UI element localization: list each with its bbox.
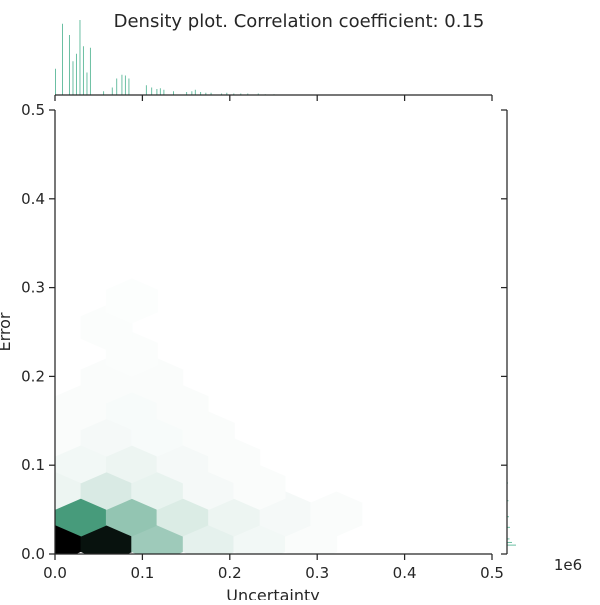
x-tick-label: 0.4 xyxy=(393,564,417,582)
hexbin-cell xyxy=(105,278,158,324)
y-tick-label: 0.3 xyxy=(21,279,45,297)
y-tick-label: 0.0 xyxy=(21,545,45,563)
y-tick-label: 0.4 xyxy=(21,190,45,208)
y-tick-label: 0.2 xyxy=(21,367,45,385)
y-tick-label: 0.5 xyxy=(21,101,45,119)
x-tick-label: 0.0 xyxy=(43,564,67,582)
x-tick-label: 0.2 xyxy=(218,564,242,582)
x-tick-label: 0.3 xyxy=(305,564,329,582)
y-axis-label: Error xyxy=(0,312,14,351)
hexbin-cell xyxy=(310,491,363,537)
tick-layer: 0.0 0.1 0.2 0.3 0.4 0.5 0.0 0.1 0.2 0.3 0.4 0.5 xyxy=(21,95,507,582)
y-tick-label: 0.1 xyxy=(21,456,45,474)
axis-offset-text: 1e6 xyxy=(554,556,582,574)
chart-title: Density plot. Correlation coefficient: 0… xyxy=(114,11,485,32)
hexbin-layer xyxy=(55,278,363,554)
x-tick-label: 0.5 xyxy=(480,564,504,582)
y-marginal-histogram xyxy=(507,482,516,546)
x-tick-label: 0.1 xyxy=(130,564,154,582)
x-marginal-histogram xyxy=(55,20,275,95)
x-axis-label: Uncertainty xyxy=(226,586,319,600)
